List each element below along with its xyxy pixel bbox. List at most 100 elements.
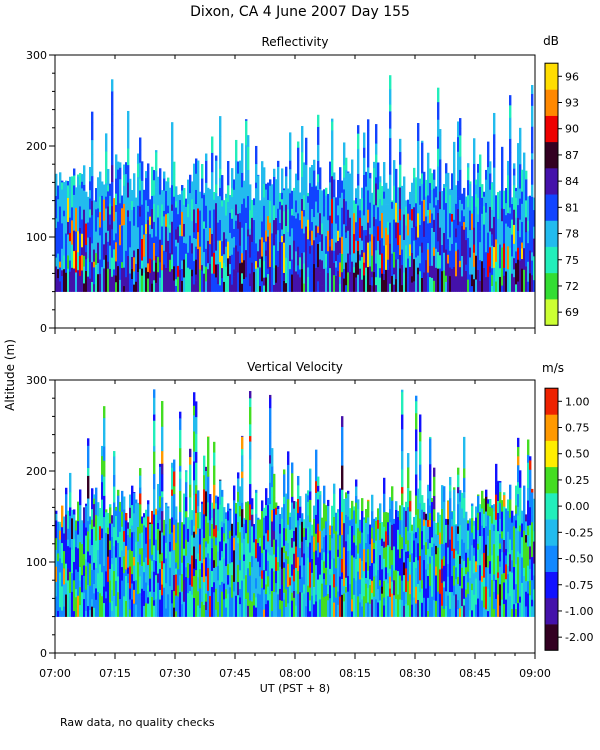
field-cell xyxy=(95,201,98,210)
field-cell xyxy=(93,503,96,527)
field-cell xyxy=(287,209,290,232)
field-cell xyxy=(483,598,486,608)
field-cell xyxy=(427,152,430,154)
field-cell xyxy=(475,184,478,195)
field-cell xyxy=(369,266,372,285)
field-cell xyxy=(87,551,90,563)
field-cell xyxy=(201,164,204,179)
field-cell xyxy=(279,523,282,534)
field-cell xyxy=(505,214,508,224)
reflectivity-colorbar-unit: dB xyxy=(543,34,559,48)
field-cell xyxy=(517,506,520,516)
field-cell xyxy=(525,580,528,592)
field-cell xyxy=(171,254,174,270)
field-cell xyxy=(243,186,246,199)
field-cell xyxy=(361,256,364,280)
field-cell xyxy=(477,248,480,270)
field-cell xyxy=(201,233,204,248)
field-cell xyxy=(429,168,432,184)
field-cell xyxy=(521,258,524,269)
field-cell xyxy=(311,221,314,231)
field-cell xyxy=(149,272,152,292)
field-cell xyxy=(111,536,114,559)
field-cell xyxy=(113,595,116,617)
field-cell xyxy=(501,607,504,617)
field-cell xyxy=(373,167,376,190)
field-cell xyxy=(179,447,182,466)
field-cell xyxy=(249,257,252,274)
field-cell xyxy=(313,536,316,552)
field-cell xyxy=(141,260,144,269)
field-cell xyxy=(243,554,246,561)
field-cell xyxy=(303,252,306,264)
field-cell xyxy=(259,200,262,217)
field-cell xyxy=(111,600,114,612)
field-cell xyxy=(125,205,128,213)
field-cell xyxy=(383,279,386,292)
field-cell xyxy=(55,266,58,292)
colorbar-swatch xyxy=(545,493,558,520)
field-cell xyxy=(119,178,122,204)
field-cell xyxy=(373,161,376,169)
field-cell xyxy=(215,277,218,292)
field-cell xyxy=(419,533,422,556)
field-cell xyxy=(471,517,474,533)
field-cell xyxy=(225,598,228,608)
field-cell xyxy=(477,564,480,574)
field-cell xyxy=(349,563,352,585)
field-cell xyxy=(427,249,430,273)
field-cell xyxy=(527,593,530,617)
field-cell xyxy=(375,143,378,155)
field-cell xyxy=(529,506,532,526)
field-cell xyxy=(349,236,352,255)
field-cell xyxy=(79,489,82,506)
field-cell xyxy=(143,605,146,617)
field-cell xyxy=(231,187,234,198)
field-cell xyxy=(513,566,516,590)
field-cell xyxy=(331,505,334,526)
field-cell xyxy=(327,193,330,206)
field-cell xyxy=(271,268,274,292)
field-cell xyxy=(389,243,392,268)
field-cell xyxy=(437,136,440,149)
field-cell xyxy=(71,579,74,592)
field-cell xyxy=(161,584,164,596)
field-cell xyxy=(219,560,222,585)
field-cell xyxy=(269,528,272,540)
field-cell xyxy=(335,267,338,277)
field-cell xyxy=(321,203,324,224)
field-cell xyxy=(307,495,310,502)
field-cell xyxy=(61,189,64,207)
field-cell xyxy=(81,247,84,256)
field-cell xyxy=(127,125,130,149)
field-cell xyxy=(369,202,372,228)
field-cell xyxy=(117,169,120,179)
field-cell xyxy=(383,245,386,254)
field-cell xyxy=(359,198,362,211)
field-cell xyxy=(113,526,116,547)
field-cell xyxy=(303,519,306,529)
field-cell xyxy=(189,484,192,498)
field-cell xyxy=(107,261,110,269)
field-cell xyxy=(381,569,384,587)
field-cell xyxy=(283,280,286,292)
field-cell xyxy=(523,152,526,162)
field-cell xyxy=(391,208,394,230)
field-cell xyxy=(487,610,490,617)
field-cell xyxy=(423,199,426,222)
field-cell xyxy=(65,582,68,595)
field-cell xyxy=(275,234,278,259)
field-cell xyxy=(341,416,344,427)
field-cell xyxy=(261,237,264,257)
field-cell xyxy=(97,525,100,551)
field-cell xyxy=(513,589,516,605)
field-cell xyxy=(393,219,396,230)
field-cell xyxy=(373,226,376,237)
field-cell xyxy=(523,199,526,224)
field-cell xyxy=(225,543,228,567)
field-cell xyxy=(241,502,244,510)
field-cell xyxy=(281,267,284,292)
field-cell xyxy=(461,567,464,589)
field-cell xyxy=(515,251,518,264)
field-cell xyxy=(197,201,200,209)
